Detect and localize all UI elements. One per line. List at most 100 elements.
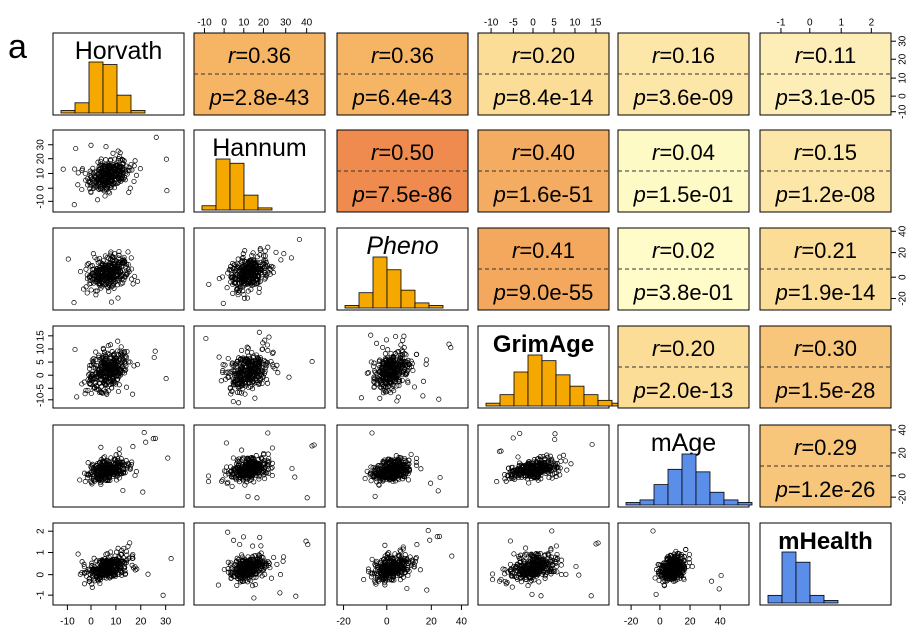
scatter-point bbox=[114, 471, 120, 477]
scatter-point bbox=[118, 344, 124, 350]
scatter-point bbox=[132, 273, 138, 279]
histogram-bar bbox=[102, 64, 118, 114]
scatter-point bbox=[399, 358, 405, 364]
histogram-bar bbox=[428, 305, 444, 309]
p-number: 1.9e-14 bbox=[801, 280, 876, 305]
p-equals: = bbox=[365, 182, 378, 207]
scatter-point bbox=[101, 188, 107, 194]
panel-1-0 bbox=[52, 129, 185, 213]
scatter-point bbox=[564, 467, 570, 473]
scatter-point bbox=[391, 369, 397, 375]
scatter-point bbox=[259, 562, 265, 568]
scatter-point bbox=[116, 463, 122, 469]
scatter-point bbox=[98, 481, 104, 488]
scatter-point bbox=[115, 338, 121, 344]
scatter-point bbox=[377, 357, 383, 363]
scatter-point bbox=[257, 355, 263, 361]
scatter-point bbox=[108, 553, 114, 559]
scatter-point bbox=[96, 164, 102, 170]
r-value: r=0.16 bbox=[652, 43, 715, 68]
scatter-point bbox=[375, 381, 381, 387]
panel-3-2 bbox=[336, 325, 469, 409]
scatter-point bbox=[257, 259, 263, 265]
p-symbol: p bbox=[775, 280, 788, 305]
histogram-bar bbox=[88, 61, 104, 114]
scatter-point bbox=[246, 475, 252, 481]
p-equals: = bbox=[788, 378, 801, 403]
scatter-point bbox=[111, 361, 117, 367]
r-value: r=0.20 bbox=[652, 336, 715, 361]
scatter-points bbox=[206, 236, 302, 306]
histogram-bar bbox=[653, 484, 669, 506]
scatter-point bbox=[236, 400, 242, 406]
scatter-point bbox=[244, 295, 251, 301]
histogram-bar bbox=[485, 402, 501, 407]
scatter-point bbox=[252, 263, 258, 269]
scatter-point bbox=[256, 364, 262, 370]
scatter-point bbox=[110, 280, 116, 286]
scatter-point bbox=[107, 575, 113, 581]
scatter-point bbox=[517, 472, 523, 478]
r-symbol: r bbox=[794, 140, 803, 165]
scatter-point bbox=[100, 373, 107, 380]
scatter-point bbox=[379, 570, 385, 576]
scatter-point bbox=[109, 380, 115, 386]
scatter-point bbox=[123, 458, 129, 464]
histogram-bar bbox=[414, 302, 430, 309]
scatter-point bbox=[380, 344, 386, 351]
scatter-point bbox=[123, 384, 130, 390]
scatter-point bbox=[262, 476, 268, 482]
scatter-point bbox=[116, 352, 122, 358]
scatter-point bbox=[98, 285, 104, 291]
p-value: p=6.4e-43 bbox=[352, 85, 453, 110]
scatter-point bbox=[115, 277, 121, 283]
scatter-point bbox=[65, 256, 71, 262]
scatter-point bbox=[384, 566, 390, 572]
scatter-point bbox=[526, 480, 532, 486]
scatter-point bbox=[245, 563, 251, 569]
scatter-point bbox=[304, 495, 310, 501]
scatter-point bbox=[386, 550, 392, 556]
scatter-point bbox=[241, 295, 248, 301]
scatter-point bbox=[220, 368, 226, 374]
scatter-point bbox=[265, 460, 271, 466]
scatter-point bbox=[372, 468, 379, 474]
scatter-point bbox=[423, 361, 429, 367]
scatter-point bbox=[88, 478, 94, 484]
scatter-point bbox=[101, 458, 107, 464]
scatter-point bbox=[152, 435, 159, 441]
panel-4-5: r=0.29p=1.2e-26 bbox=[759, 424, 892, 508]
p-equals: = bbox=[646, 280, 659, 305]
scatter-point bbox=[292, 474, 298, 480]
scatter-point bbox=[414, 542, 420, 548]
scatter-point bbox=[296, 236, 302, 243]
scatter-point bbox=[105, 350, 111, 356]
scatter-point bbox=[132, 472, 138, 479]
scatter-point bbox=[242, 248, 248, 254]
scatter-point bbox=[388, 381, 394, 387]
scatter-point bbox=[89, 584, 95, 590]
histogram-bar bbox=[344, 305, 360, 309]
scatter-point bbox=[241, 461, 247, 467]
scatter-point bbox=[101, 469, 107, 475]
scatter-point bbox=[105, 343, 111, 349]
scatter-point bbox=[240, 288, 246, 294]
scatter-point bbox=[392, 364, 398, 370]
scatter-point bbox=[99, 273, 105, 279]
histogram-bar bbox=[130, 110, 146, 114]
scatter-point bbox=[102, 193, 108, 199]
scatter-point bbox=[240, 474, 247, 480]
scatter-point bbox=[381, 359, 387, 365]
scatter-point bbox=[120, 157, 126, 163]
r-symbol: r bbox=[512, 140, 521, 165]
scatter-point bbox=[88, 390, 94, 397]
r-number: 0.20 bbox=[532, 43, 575, 68]
scatter-point bbox=[367, 472, 373, 478]
scatter-point bbox=[253, 574, 259, 580]
scatter-point bbox=[115, 388, 121, 395]
scatter-point bbox=[393, 360, 399, 366]
scatter-point bbox=[393, 376, 399, 382]
histogram-bar bbox=[372, 256, 388, 309]
scatter-point bbox=[393, 453, 399, 459]
scatter-point bbox=[368, 332, 374, 338]
